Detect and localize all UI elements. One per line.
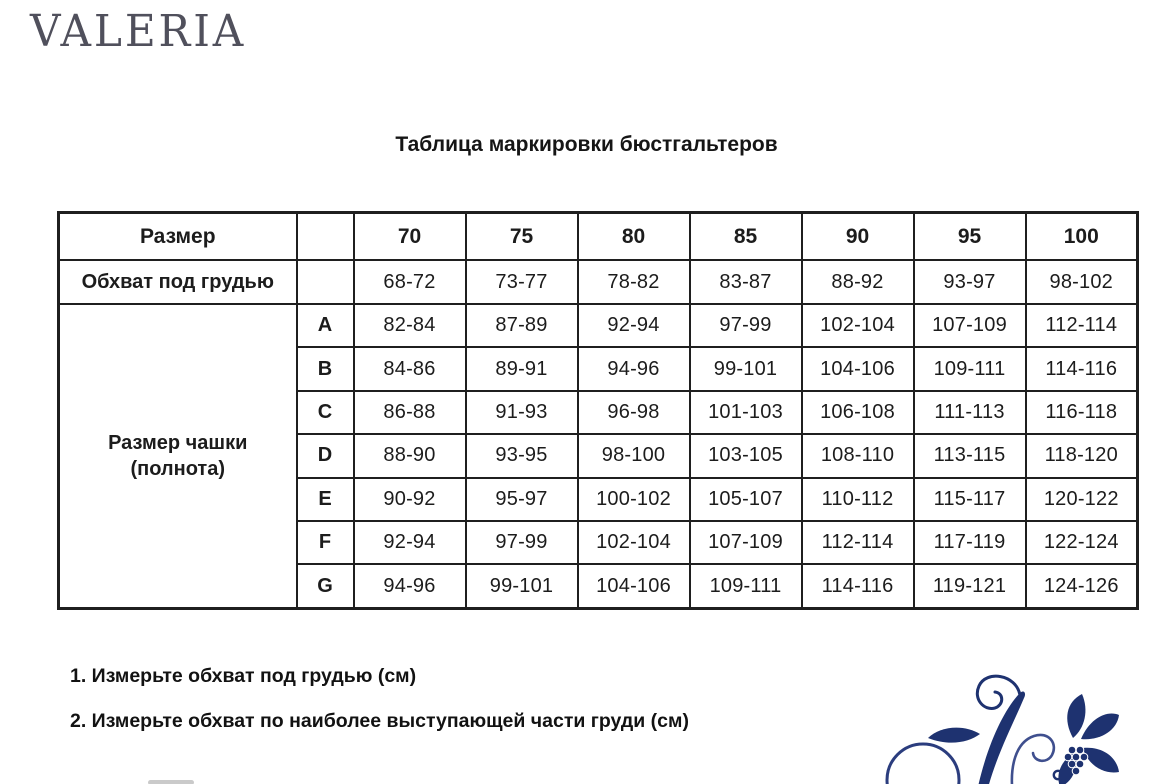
measurement-cell: 104-106 [576,563,691,610]
measurement-cell: 117-119 [912,519,1027,566]
instruction-step-1: 1. Измерьте обхват под грудью (см) [70,665,417,687]
size-header-row: Размер 70 75 80 85 90 95 100 [57,211,1139,261]
cup-row-D: D 88-90 93-95 98-100 103-105 108-110 113-115 11… [59,433,1139,479]
floral-ornament-graphic [885,674,1119,784]
measurement-cell: 116-118 [1024,389,1139,436]
measurement-cell: 99-101 [464,563,579,610]
cup-letter-cell: D [295,433,355,479]
measurement-cell: 109-111 [912,346,1027,392]
measurement-cell: 118-120 [1024,433,1139,479]
measurement-cell: 119-121 [912,563,1027,610]
measurement-cell: 96-98 [576,389,691,436]
corner-cell [295,211,355,261]
cup-row-B: B 84-86 89-91 94-96 99-101 104-106 109-111 114-… [59,346,1139,392]
underbust-row-label: Обхват под грудью [57,259,298,305]
measurement-cell: 95-97 [464,476,579,522]
measurement-cell: 112-114 [800,519,915,566]
cup-letter-cell: G [295,563,355,610]
measurement-cell: 110-112 [800,476,915,522]
measurement-cell: 102-104 [576,519,691,566]
size-chart-body: Размер 70 75 80 85 90 95 100 Обхват под грудью 68… [57,211,1139,610]
measurement-cell: 114-116 [800,563,915,610]
size-col-header: 95 [912,211,1027,261]
measurement-cell: 97-99 [688,302,803,349]
size-col-header: 90 [800,211,915,261]
measurement-cell: 97-99 [464,519,579,566]
measurement-cell: 105-107 [688,476,803,522]
measurement-cell: 120-122 [1024,476,1139,522]
underbust-cell: 93-97 [912,259,1027,305]
cup-row-F: F 92-94 97-99 102-104 107-109 112-114 117-119 1… [59,519,1139,566]
measurement-cell: 88-90 [352,433,467,479]
measurement-cell: 93-95 [464,433,579,479]
measurement-cell: 84-86 [352,346,467,392]
measurement-cell: 92-94 [576,302,691,349]
cup-row-G: G 94-96 99-101 104-106 109-111 114-116 119-121… [59,563,1139,610]
size-col-header: 80 [576,211,691,261]
measurement-cell: 98-100 [576,433,691,479]
measurement-cell: 108-110 [800,433,915,479]
measurement-cell: 111-113 [912,389,1027,436]
size-chart-table: Размер 70 75 80 85 90 95 100 Обхват под грудью 68… [57,211,1139,610]
measurement-cell: 100-102 [576,476,691,522]
measurement-cell: 101-103 [688,389,803,436]
underbust-row: Обхват под грудью 68-72 73-77 78-82 83-87 88-… [57,259,1139,305]
measurement-cell: 124-126 [1024,563,1139,610]
measurement-cell: 87-89 [464,302,579,349]
measurement-cell: 114-116 [1024,346,1139,392]
measurement-cell: 122-124 [1024,519,1139,566]
cup-letter-cell: A [295,302,355,349]
cup-letter-cell: E [295,476,355,522]
size-row-label: Размер [57,211,298,261]
brand-logo: VALERIA [30,6,247,57]
measurement-cell: 94-96 [352,563,467,610]
cup-letter-cell: F [295,519,355,566]
measurement-cell: 107-109 [688,519,803,566]
measurement-cell: 92-94 [352,519,467,566]
cup-letter-cell: C [295,389,355,436]
measurement-cell: 99-101 [688,346,803,392]
size-col-header: 70 [352,211,467,261]
underbust-cell: 73-77 [464,259,579,305]
measurement-cell: 82-84 [352,302,467,349]
measurement-cell: 112-114 [1024,302,1139,349]
measurement-cell: 91-93 [464,389,579,436]
measurement-cell: 109-111 [688,563,803,610]
underbust-cell: 98-102 [1024,259,1139,305]
instruction-step-2: 2. Измерьте обхват по наиболее выступающ… [70,710,689,732]
cup-row-C: C 86-88 91-93 96-98 101-103 106-108 111-113 116… [59,389,1139,436]
measurement-cell: 113-115 [912,433,1027,479]
measurement-cell: 106-108 [800,389,915,436]
measurement-cell: 104-106 [800,346,915,392]
underbust-cell: 78-82 [576,259,691,305]
size-col-header: 100 [1024,211,1139,261]
size-col-header: 85 [688,211,803,261]
spacer-cell [295,259,355,305]
measurement-cell: 107-109 [912,302,1027,349]
measuring-instructions: 1. Измерьте обхват под грудью (см) 2. Из… [70,665,689,755]
underbust-cell: 88-92 [800,259,915,305]
cup-letter-cell: B [295,346,355,392]
measurement-cell: 89-91 [464,346,579,392]
underbust-cell: 83-87 [688,259,803,305]
page-title: Таблица маркировки бюстгальтеров [395,133,778,156]
measurement-cell: 102-104 [800,302,915,349]
cut-off-text-fragment [148,780,194,784]
measurement-cell: 94-96 [576,346,691,392]
cup-row-E: E 90-92 95-97 100-102 105-107 110-112 115-117 1… [59,476,1139,522]
measurement-cell: 115-117 [912,476,1027,522]
measurement-cell: 86-88 [352,389,467,436]
measurement-cell: 90-92 [352,476,467,522]
underbust-cell: 68-72 [352,259,467,305]
size-col-header: 75 [464,211,579,261]
cup-row-A: Размер чашки (полнота) A 82-84 87-89 92-94 97-… [57,302,1139,610]
measurement-cell: 103-105 [688,433,803,479]
cup-size-label: Размер чашки (полнота) [57,302,298,610]
